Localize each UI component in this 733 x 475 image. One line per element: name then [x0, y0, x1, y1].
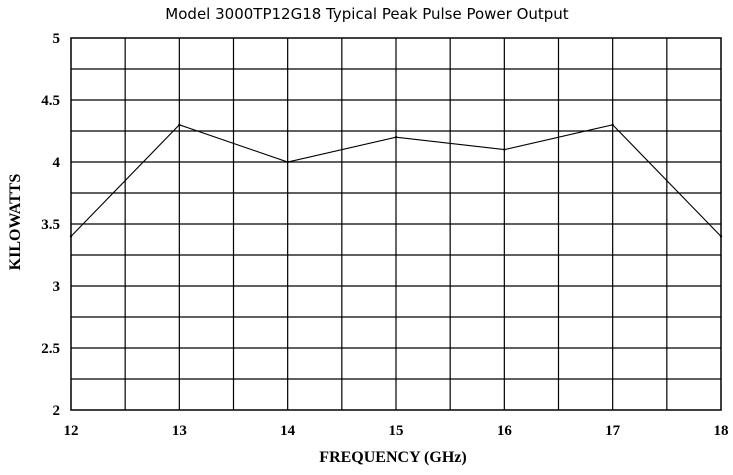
x-tick-label: 12 [64, 423, 79, 439]
plot-frame [70, 37, 722, 411]
y-tick-label: 5 [53, 31, 61, 47]
data-point [503, 148, 506, 151]
x-tick-label: 15 [389, 423, 404, 439]
x-tick-label: 16 [497, 423, 513, 439]
data-point [178, 123, 181, 127]
series-layer [69, 123, 723, 238]
x-tick-label: 18 [714, 423, 729, 439]
y-tick-label: 3 [53, 279, 61, 295]
y-tick-labels: 2 2.5 3 3.5 4 4.5 5 [41, 31, 60, 419]
grid [71, 38, 721, 410]
data-point [611, 123, 614, 127]
y-tick-label: 3.5 [41, 217, 60, 233]
x-axis-label: FREQUENCY (GHz) [319, 449, 466, 466]
y-tick-label: 4.5 [41, 93, 60, 109]
chart-title: Model 3000TP12G18 Typical Peak Pulse Pow… [165, 5, 569, 23]
data-point [286, 160, 289, 164]
y-tick-label: 2 [53, 403, 61, 419]
y-axis-label: KILOWATTS [7, 174, 24, 271]
data-point [719, 235, 723, 238]
y-tick-label: 4 [53, 155, 61, 171]
x-tick-label: 17 [605, 423, 621, 439]
x-tick-label: 14 [280, 423, 296, 439]
data-point [69, 235, 73, 238]
x-tick-labels: 12 13 14 15 16 17 18 [64, 423, 729, 439]
x-tick-label: 13 [172, 423, 187, 439]
data-point [394, 136, 398, 139]
y-tick-label: 2.5 [41, 341, 60, 357]
